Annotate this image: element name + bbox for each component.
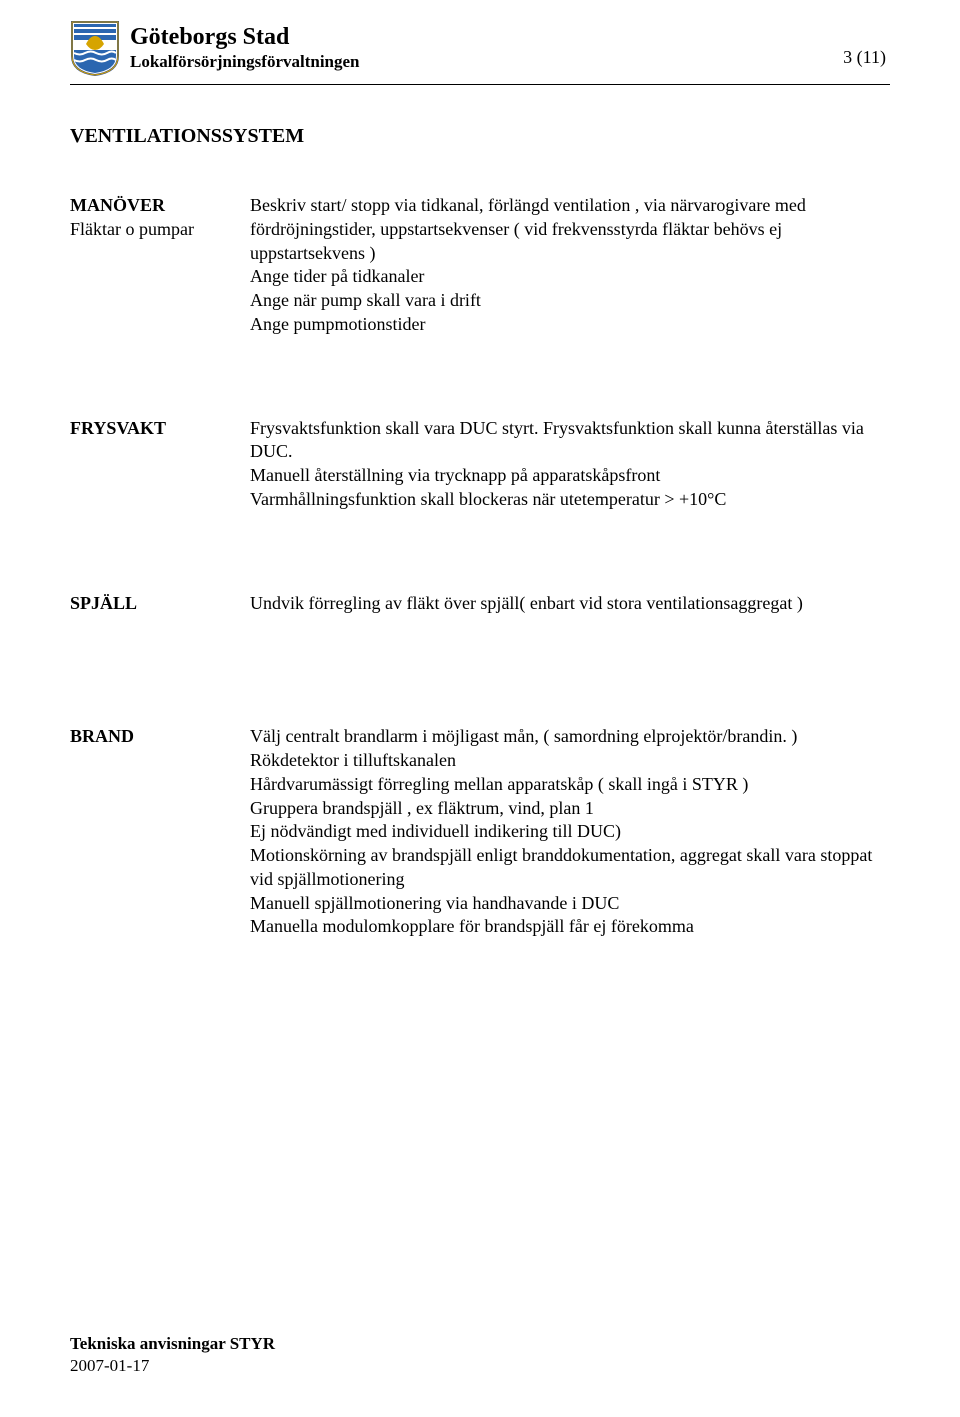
page-header: Göteborgs Stad Lokalförsörjningsförvaltn… <box>70 20 890 85</box>
body-line: Undvik förregling av fläkt över spjäll( … <box>250 592 890 616</box>
label-main: SPJÄLL <box>70 592 250 616</box>
page-footer: Tekniska anvisningar STYR 2007-01-17 <box>70 1333 275 1377</box>
section-body: Frysvaktsfunktion skall vara DUC styrt. … <box>250 417 890 512</box>
section-brand: BRAND Välj centralt brandlarm i möjligas… <box>70 725 890 939</box>
section-body: Beskriv start/ stopp via tidkanal, förlä… <box>250 194 890 337</box>
brand-title: Göteborgs Stad <box>130 24 360 52</box>
label-sub: Fläktar o pumpar <box>70 218 250 242</box>
brand-subtitle: Lokalförsörjningsförvaltningen <box>130 52 360 72</box>
brand-block: Göteborgs Stad Lokalförsörjningsförvaltn… <box>70 20 360 76</box>
body-line: Manuella modulomkopplare för brandspjäll… <box>250 915 890 939</box>
body-line: Gruppera brandspjäll , ex fläktrum, vind… <box>250 797 890 821</box>
body-line: Rökdetektor i tilluftskanalen <box>250 749 890 773</box>
body-line: Motionskörning av brandspjäll enligt bra… <box>250 844 890 892</box>
body-line: Beskriv start/ stopp via tidkanal, förlä… <box>250 194 890 265</box>
footer-title: Tekniska anvisningar STYR <box>70 1333 275 1355</box>
body-line: Ej nödvändigt med individuell indikering… <box>250 820 890 844</box>
body-line: Varmhållningsfunktion skall blockeras nä… <box>250 488 890 512</box>
section-body: Undvik förregling av fläkt över spjäll( … <box>250 592 890 616</box>
brand-text: Göteborgs Stad Lokalförsörjningsförvaltn… <box>130 24 360 71</box>
section-body: Välj centralt brandlarm i möjligast mån,… <box>250 725 890 939</box>
document-title: VENTILATIONSSYSTEM <box>70 125 890 148</box>
body-line: Ange pumpmotionstider <box>250 313 890 337</box>
body-line: Manuell spjällmotionering via handhavand… <box>250 892 890 916</box>
label-main: MANÖVER <box>70 194 250 218</box>
body-line: Ange när pump skall vara i drift <box>250 289 890 313</box>
footer-date: 2007-01-17 <box>70 1355 275 1377</box>
page-number: 3 (11) <box>843 47 890 76</box>
section-frysvakt: FRYSVAKT Frysvaktsfunktion skall vara DU… <box>70 417 890 512</box>
section-label: MANÖVER Fläktar o pumpar <box>70 194 250 242</box>
city-crest-icon <box>70 20 120 76</box>
section-label: FRYSVAKT <box>70 417 250 441</box>
body-line: Manuell återställning via trycknapp på a… <box>250 464 890 488</box>
body-line: Välj centralt brandlarm i möjligast mån,… <box>250 725 890 749</box>
label-main: BRAND <box>70 725 250 749</box>
body-line: Hårdvarumässigt förregling mellan appara… <box>250 773 890 797</box>
section-spjall: SPJÄLL Undvik förregling av fläkt över s… <box>70 592 890 616</box>
body-line: Ange tider på tidkanaler <box>250 265 890 289</box>
section-manover: MANÖVER Fläktar o pumpar Beskriv start/ … <box>70 194 890 337</box>
section-label: BRAND <box>70 725 250 749</box>
label-main: FRYSVAKT <box>70 417 250 441</box>
body-line: Frysvaktsfunktion skall vara DUC styrt. … <box>250 417 890 465</box>
section-label: SPJÄLL <box>70 592 250 616</box>
